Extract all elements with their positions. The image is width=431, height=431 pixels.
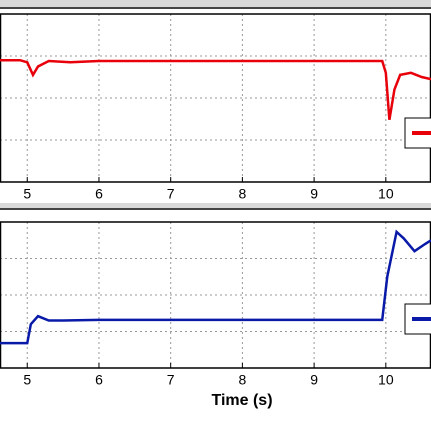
series-line [0,58,431,121]
top-bar [0,0,431,8]
x-axis-label: Time (s) [211,392,272,409]
x-tick-label: 9 [310,186,318,202]
series-line [0,229,431,345]
x-tick-label: 6 [95,186,103,202]
x-tick-label: 9 [310,372,318,388]
panel-separator [0,203,431,209]
x-tick-label: 7 [167,372,175,388]
x-tick-label: 8 [238,372,246,388]
x-tick-label: 5 [23,372,31,388]
x-tick-label: 5 [23,186,31,202]
x-tick-label: 8 [238,186,246,202]
x-tick-label: 6 [95,372,103,388]
x-tick-label: 7 [167,186,175,202]
x-tick-label: 10 [378,372,394,388]
x-tick-label: 10 [378,186,394,202]
